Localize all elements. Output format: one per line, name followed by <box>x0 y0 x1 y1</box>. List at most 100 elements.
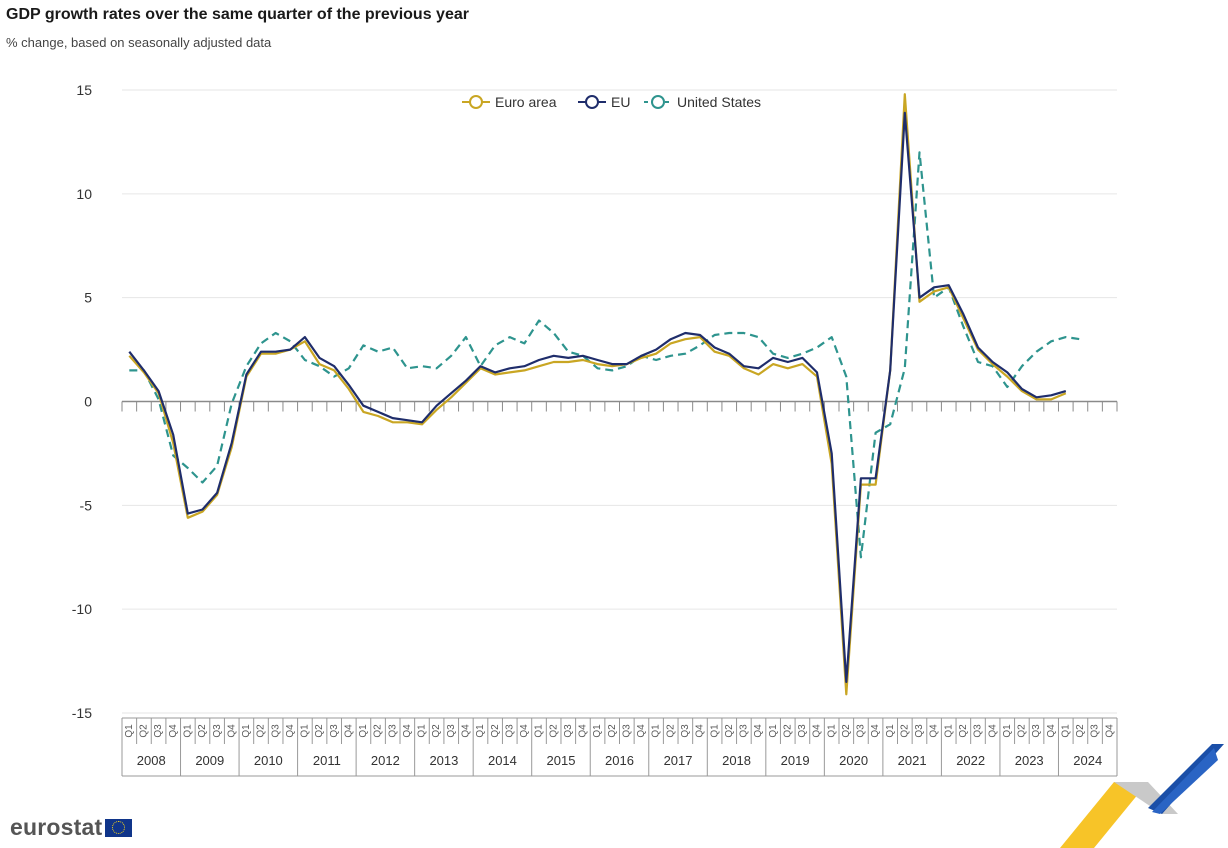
year-label-2020: 2020 <box>839 753 868 768</box>
quarter-label: Q1 <box>885 724 896 738</box>
year-label-2017: 2017 <box>664 753 693 768</box>
y-tick-label: 0 <box>84 394 92 410</box>
year-label-2015: 2015 <box>547 753 576 768</box>
quarter-label: Q2 <box>431 724 442 738</box>
quarter-label: Q2 <box>373 724 384 738</box>
quarter-label: Q2 <box>548 724 559 738</box>
year-label-2021: 2021 <box>898 753 927 768</box>
quarter-label: Q2 <box>490 724 501 738</box>
corner-decoration-icon <box>1060 744 1224 848</box>
quarter-label: Q3 <box>153 724 164 738</box>
series-lines <box>128 93 1081 696</box>
series-line-eu <box>128 111 1067 684</box>
y-tick-label: -15 <box>72 705 92 721</box>
quarter-label: Q2 <box>607 724 618 738</box>
quarter-label: Q1 <box>709 724 720 738</box>
quarter-label: Q1 <box>241 724 252 738</box>
quarter-label: Q2 <box>958 724 969 738</box>
quarter-label: Q4 <box>636 724 647 738</box>
quarter-label: Q3 <box>329 724 340 738</box>
y-axis: 15 10 5 0 -5 -10 -15 <box>72 82 92 721</box>
quarter-label: Q1 <box>124 724 135 738</box>
quarter-label: Q4 <box>461 724 472 738</box>
quarter-label: Q1 <box>475 724 486 738</box>
quarter-label: Q2 <box>256 724 267 738</box>
legend-label: Euro area <box>495 94 557 110</box>
quarter-label: Q3 <box>270 724 281 738</box>
quarter-label: Q3 <box>621 724 632 738</box>
legend-marker <box>651 95 665 109</box>
year-label-2023: 2023 <box>1015 753 1044 768</box>
legend[interactable]: Euro area EU United States <box>462 94 761 110</box>
year-label-2009: 2009 <box>195 753 224 768</box>
legend-marker <box>585 95 599 109</box>
y-tick-label: -10 <box>72 601 92 617</box>
quarter-label: Q1 <box>417 724 428 738</box>
quarter-label: Q4 <box>753 724 764 738</box>
year-label-2012: 2012 <box>371 753 400 768</box>
chart-title: GDP growth rates over the same quarter o… <box>6 6 469 23</box>
logo-text: eurostat <box>10 814 103 840</box>
quarter-label: Q3 <box>680 724 691 738</box>
quarter-label: Q2 <box>1017 724 1028 738</box>
quarter-label: Q2 <box>782 724 793 738</box>
y-tick-label: -5 <box>80 497 93 513</box>
year-label-2018: 2018 <box>722 753 751 768</box>
quarter-label: Q1 <box>943 724 954 738</box>
y-tick-label: 10 <box>76 186 92 202</box>
quarter-label: Q4 <box>1104 724 1115 738</box>
quarter-label: Q4 <box>402 724 413 738</box>
quarter-label: Q2 <box>1075 724 1086 738</box>
eurostat-logo[interactable]: eurostat <box>10 814 133 841</box>
year-label-2008: 2008 <box>137 753 166 768</box>
y-tick-label: 5 <box>84 290 92 306</box>
quarter-label: Q4 <box>695 724 706 738</box>
quarter-label: Q4 <box>519 724 530 738</box>
quarter-label: Q3 <box>856 724 867 738</box>
quarter-label: Q1 <box>358 724 369 738</box>
x-axis: Q1 Q2 Q3 Q4 Q1 Q2 Q3 Q4 Q1 Q2 Q3 Q4 Q1 Q2 Q3 Q4 Q1 Q2 Q3 Q4… <box>121 401 1118 777</box>
quarter-label: Q3 <box>739 724 750 738</box>
quarter-label: Q3 <box>797 724 808 738</box>
quarter-label: Q2 <box>899 724 910 738</box>
quarter-label: Q4 <box>987 724 998 738</box>
eu-flag-icon <box>105 818 133 837</box>
quarter-label: Q1 <box>1060 724 1071 738</box>
legend-label: EU <box>611 94 630 110</box>
quarter-label: Q4 <box>870 724 881 738</box>
quarter-label: Q2 <box>139 724 150 738</box>
year-label-2022: 2022 <box>956 753 985 768</box>
quarter-label: Q3 <box>446 724 457 738</box>
quarter-label: Q1 <box>768 724 779 738</box>
quarter-label: Q3 <box>1031 724 1042 738</box>
legend-item-euro-area[interactable]: Euro area <box>462 94 557 110</box>
quarter-label: Q2 <box>724 724 735 738</box>
quarter-label: Q3 <box>504 724 515 738</box>
quarter-label: Q1 <box>592 724 603 738</box>
quarter-label: Q3 <box>914 724 925 738</box>
quarter-label: Q2 <box>841 724 852 738</box>
chart-subtitle: % change, based on seasonally adjusted d… <box>6 35 272 50</box>
quarter-label: Q2 <box>197 724 208 738</box>
quarter-label: Q3 <box>973 724 984 738</box>
quarter-label: Q4 <box>929 724 940 738</box>
legend-item-united-states[interactable]: United States <box>644 94 761 110</box>
quarter-label: Q4 <box>343 724 354 738</box>
quarter-label: Q4 <box>578 724 589 738</box>
quarter-label: Q2 <box>665 724 676 738</box>
quarter-label: Q3 <box>1090 724 1101 738</box>
quarter-label: Q3 <box>212 724 223 738</box>
quarter-label: Q3 <box>387 724 398 738</box>
grid-lines <box>122 89 1117 714</box>
quarter-label: Q4 <box>812 724 823 738</box>
quarter-label: Q4 <box>285 724 296 738</box>
quarter-label: Q1 <box>826 724 837 738</box>
year-label-2024: 2024 <box>1073 753 1102 768</box>
quarter-label: Q1 <box>651 724 662 738</box>
legend-item-eu[interactable]: EU <box>578 94 630 110</box>
quarter-label: Q2 <box>314 724 325 738</box>
year-label-2019: 2019 <box>781 753 810 768</box>
quarter-label: Q4 <box>1046 724 1057 738</box>
quarter-label: Q4 <box>168 724 179 738</box>
